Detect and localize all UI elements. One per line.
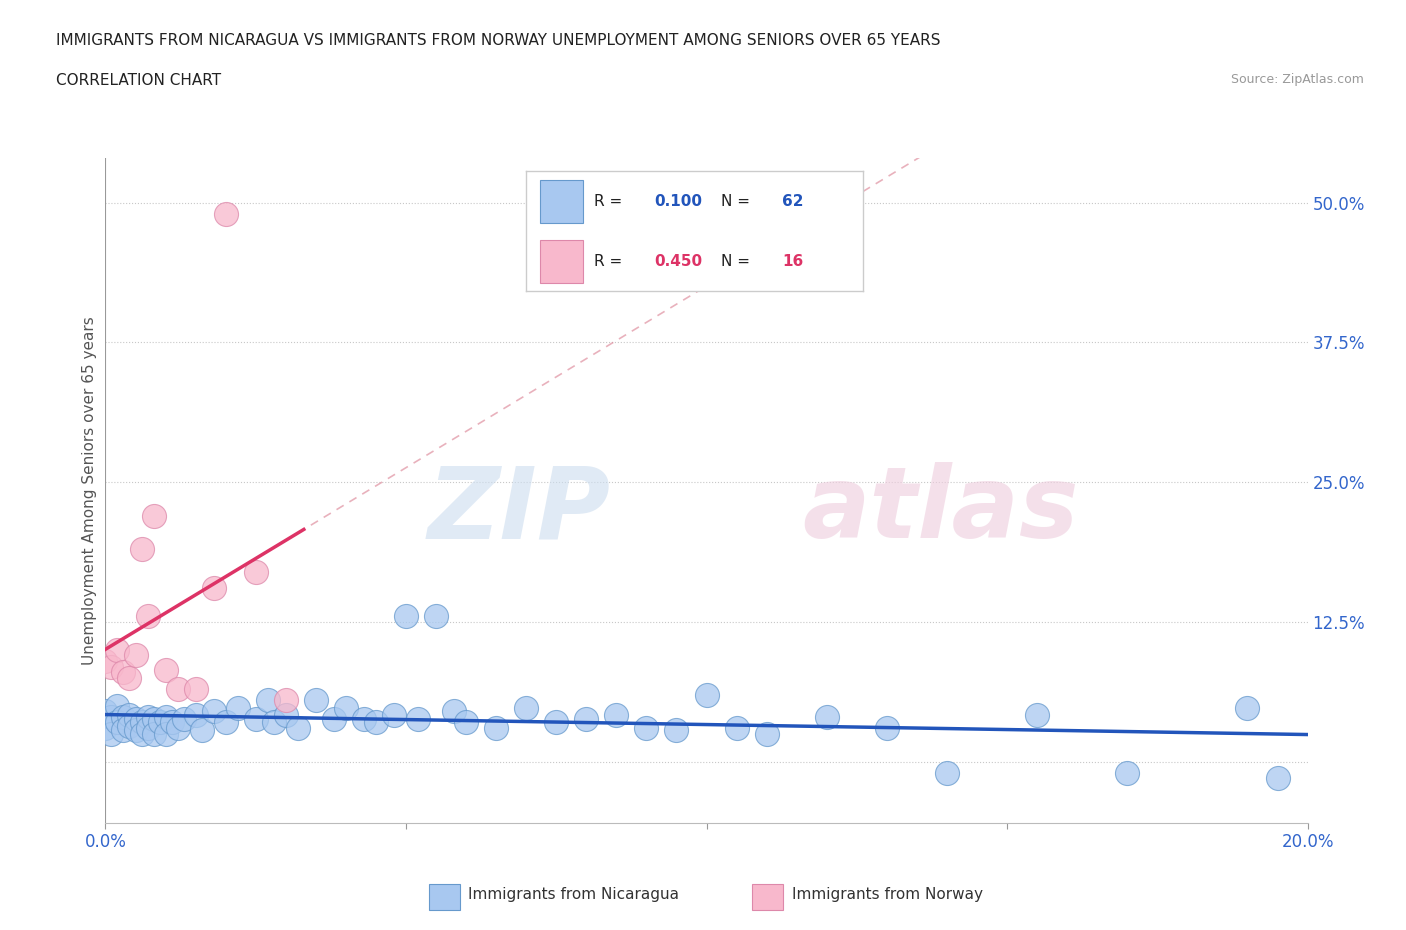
Point bbox=[118, 671, 141, 685]
Point bbox=[184, 707, 207, 722]
Point bbox=[118, 718, 141, 733]
Point bbox=[107, 698, 129, 713]
Point bbox=[148, 715, 170, 730]
Point bbox=[124, 711, 146, 726]
Point bbox=[605, 707, 627, 722]
Point bbox=[118, 707, 141, 722]
Point bbox=[1267, 771, 1289, 786]
Point bbox=[136, 609, 159, 624]
Point bbox=[725, 721, 748, 736]
Point bbox=[443, 704, 465, 719]
Point bbox=[382, 707, 405, 722]
Point bbox=[755, 726, 778, 741]
Text: atlas: atlas bbox=[803, 462, 1080, 559]
Point bbox=[515, 700, 537, 715]
Point bbox=[94, 654, 117, 669]
Text: Immigrants from Nicaragua: Immigrants from Nicaragua bbox=[468, 887, 679, 902]
Point bbox=[575, 711, 598, 726]
Point bbox=[214, 206, 236, 221]
Point bbox=[112, 723, 135, 737]
Point bbox=[665, 723, 688, 737]
Point bbox=[202, 581, 225, 596]
Point bbox=[226, 700, 249, 715]
Point bbox=[107, 715, 129, 730]
Point bbox=[166, 721, 188, 736]
Point bbox=[142, 726, 165, 741]
Point bbox=[454, 715, 477, 730]
Point bbox=[155, 726, 177, 741]
Point bbox=[94, 704, 117, 719]
Text: ZIP: ZIP bbox=[427, 462, 610, 559]
Text: Source: ZipAtlas.com: Source: ZipAtlas.com bbox=[1230, 73, 1364, 86]
Point bbox=[364, 715, 387, 730]
Point bbox=[124, 648, 146, 663]
Point bbox=[245, 565, 267, 579]
Point bbox=[184, 682, 207, 697]
Point bbox=[876, 721, 898, 736]
Point bbox=[1026, 707, 1049, 722]
Point bbox=[142, 711, 165, 726]
Point bbox=[263, 715, 285, 730]
Point bbox=[305, 693, 328, 708]
Point bbox=[322, 711, 344, 726]
Point bbox=[546, 715, 568, 730]
Point bbox=[245, 711, 267, 726]
Point bbox=[335, 700, 357, 715]
Point bbox=[1116, 765, 1139, 780]
Point bbox=[485, 721, 508, 736]
Point bbox=[112, 710, 135, 724]
Point bbox=[100, 659, 122, 674]
Point bbox=[274, 693, 297, 708]
Y-axis label: Unemployment Among Seniors over 65 years: Unemployment Among Seniors over 65 years bbox=[82, 316, 97, 665]
Point bbox=[131, 542, 153, 557]
Point bbox=[124, 723, 146, 737]
Text: Immigrants from Norway: Immigrants from Norway bbox=[792, 887, 983, 902]
Point bbox=[256, 693, 278, 708]
Point bbox=[936, 765, 959, 780]
Point bbox=[1236, 700, 1258, 715]
Point bbox=[166, 682, 188, 697]
Point bbox=[173, 711, 195, 726]
Point bbox=[202, 704, 225, 719]
Point bbox=[155, 662, 177, 677]
Point bbox=[131, 726, 153, 741]
Point bbox=[274, 707, 297, 722]
Point bbox=[155, 710, 177, 724]
Point bbox=[425, 609, 447, 624]
Point bbox=[100, 710, 122, 724]
Point bbox=[636, 721, 658, 736]
Point bbox=[395, 609, 418, 624]
Point bbox=[136, 721, 159, 736]
Point bbox=[142, 509, 165, 524]
Point bbox=[136, 710, 159, 724]
Point bbox=[107, 643, 129, 658]
Point bbox=[100, 726, 122, 741]
Point bbox=[353, 711, 375, 726]
Point bbox=[287, 721, 309, 736]
Text: CORRELATION CHART: CORRELATION CHART bbox=[56, 73, 221, 87]
Point bbox=[696, 687, 718, 702]
Text: IMMIGRANTS FROM NICARAGUA VS IMMIGRANTS FROM NORWAY UNEMPLOYMENT AMONG SENIORS O: IMMIGRANTS FROM NICARAGUA VS IMMIGRANTS … bbox=[56, 33, 941, 47]
Point bbox=[190, 723, 212, 737]
Point bbox=[131, 715, 153, 730]
Point bbox=[112, 665, 135, 680]
Point bbox=[406, 711, 429, 726]
Point bbox=[160, 715, 183, 730]
Point bbox=[94, 721, 117, 736]
Point bbox=[214, 715, 236, 730]
Point bbox=[815, 710, 838, 724]
